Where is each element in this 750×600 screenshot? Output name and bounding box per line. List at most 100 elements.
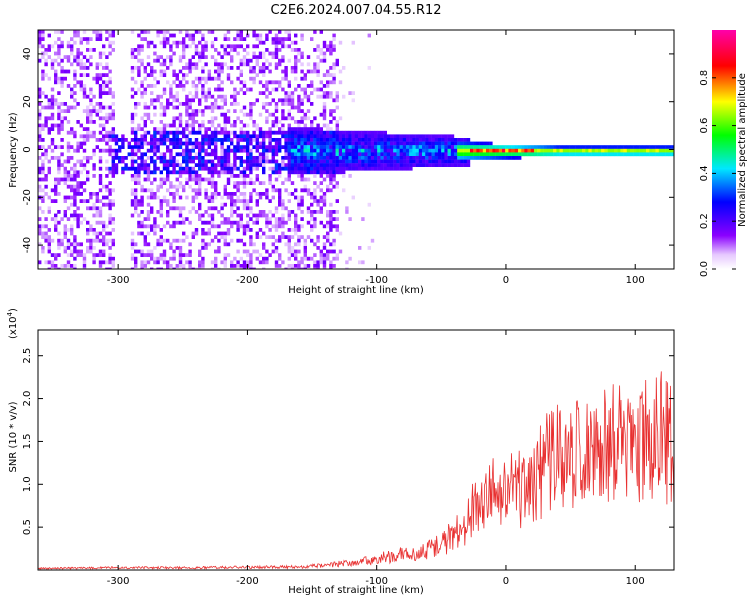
heatmap-cell [313, 217, 317, 221]
heatmap-cell [140, 37, 144, 41]
heatmap-cell [79, 242, 83, 247]
heatmap-cell [223, 253, 227, 257]
heatmap-cell [60, 80, 64, 85]
heatmap-cell [60, 84, 64, 88]
heatmap-cell [44, 105, 48, 110]
heatmap-cell [47, 195, 51, 200]
heatmap-cell [396, 145, 400, 149]
heatmap-cell [169, 152, 173, 157]
heatmap-cell [214, 48, 218, 52]
heatmap-cell [86, 138, 90, 142]
heatmap-cell [194, 195, 199, 200]
heatmap-cell [166, 66, 170, 70]
heatmap-cell [290, 152, 295, 157]
heatmap-cell [329, 44, 333, 49]
heatmap-cell [402, 145, 407, 149]
heatmap-cell [143, 134, 147, 139]
heatmap-cell [185, 235, 189, 239]
heatmap-cell [310, 84, 314, 88]
heatmap-cell [258, 156, 263, 160]
heatmap-cell [447, 156, 451, 160]
heatmap-cell [236, 249, 240, 254]
heatmap-cell [300, 224, 304, 229]
heatmap-cell [79, 58, 83, 63]
heatmap-cell [652, 148, 656, 153]
heatmap-cell [412, 152, 416, 157]
heatmap-cell [38, 30, 42, 34]
heatmap-cell [89, 37, 93, 41]
heatmap-cell [297, 249, 301, 254]
heatmap-cell [201, 134, 205, 139]
heatmap-cell [146, 195, 151, 200]
heatmap-cell [438, 148, 442, 153]
heatmap-cell [294, 242, 298, 247]
heatmap-cell [252, 163, 256, 167]
heatmap-cell [169, 159, 173, 164]
heatmap-cell [162, 134, 167, 139]
heatmap-cell [281, 235, 285, 239]
heatmap-cell [66, 141, 71, 146]
heatmap-cell [278, 170, 282, 175]
heatmap-cell [294, 220, 298, 225]
heatmap-cell [319, 138, 323, 142]
heatmap-cell [396, 134, 400, 139]
heatmap-cell [374, 141, 378, 146]
heatmap-cell [306, 69, 311, 74]
heatmap-cell [508, 148, 512, 153]
heatmap-cell [300, 159, 304, 164]
heatmap-cell [159, 73, 163, 77]
heatmap-cell [553, 152, 557, 157]
heatmap-cell [239, 120, 243, 124]
heatmap-cell [338, 152, 343, 157]
heatmap-cell [316, 170, 320, 175]
heatmap-cell [95, 210, 99, 214]
heatmap-cell [447, 138, 451, 142]
heatmap-cell [156, 55, 160, 59]
heatmap-cell [345, 267, 349, 269]
heatmap-cell [223, 98, 227, 103]
heatmap-cell [89, 48, 93, 52]
heatmap-cell [383, 138, 387, 142]
heatmap-cell [441, 159, 445, 164]
heatmap-cell [239, 134, 243, 139]
heatmap-cell [466, 163, 471, 167]
heatmap-cell [393, 141, 397, 146]
heatmap-cell [102, 138, 106, 142]
heatmap-cell [444, 148, 448, 153]
heatmap-cell [105, 116, 109, 121]
heatmap-cell [306, 84, 311, 88]
heatmap-cell [348, 163, 352, 167]
heatmap-cell [134, 264, 138, 268]
heatmap-cell [399, 141, 403, 146]
heatmap-cell [290, 264, 295, 268]
heatmap-cell [114, 138, 119, 142]
heatmap-cell [332, 238, 336, 243]
heatmap-cell [143, 152, 147, 157]
heatmap-cell [95, 235, 99, 239]
heatmap-cell [210, 206, 215, 211]
heatmap-cell [617, 145, 621, 149]
heatmap-cell [281, 127, 285, 131]
heatmap-cell [294, 213, 298, 218]
heatmap-cell [268, 220, 272, 225]
heatmap-cell [306, 159, 311, 164]
heatmap-cell [274, 116, 279, 121]
heatmap-cell [140, 141, 144, 146]
heatmap-cell [239, 80, 243, 85]
heatmap-cell [399, 156, 403, 160]
heatmap-cell [169, 181, 173, 185]
heatmap-cell [207, 91, 211, 95]
heatmap-cell [306, 152, 311, 157]
heatmap-cell [130, 159, 135, 164]
spectrogram-xtick-label: -300 [107, 275, 130, 286]
heatmap-cell [271, 123, 275, 128]
heatmap-cell [358, 152, 362, 157]
heatmap-cell [223, 94, 227, 99]
heatmap-cell [294, 87, 298, 92]
heatmap-cell [258, 130, 263, 135]
heatmap-cell [575, 152, 579, 157]
heatmap-cell [278, 120, 282, 124]
heatmap-cell [310, 213, 314, 218]
heatmap-cell [92, 30, 96, 34]
heatmap-cell [668, 152, 672, 157]
